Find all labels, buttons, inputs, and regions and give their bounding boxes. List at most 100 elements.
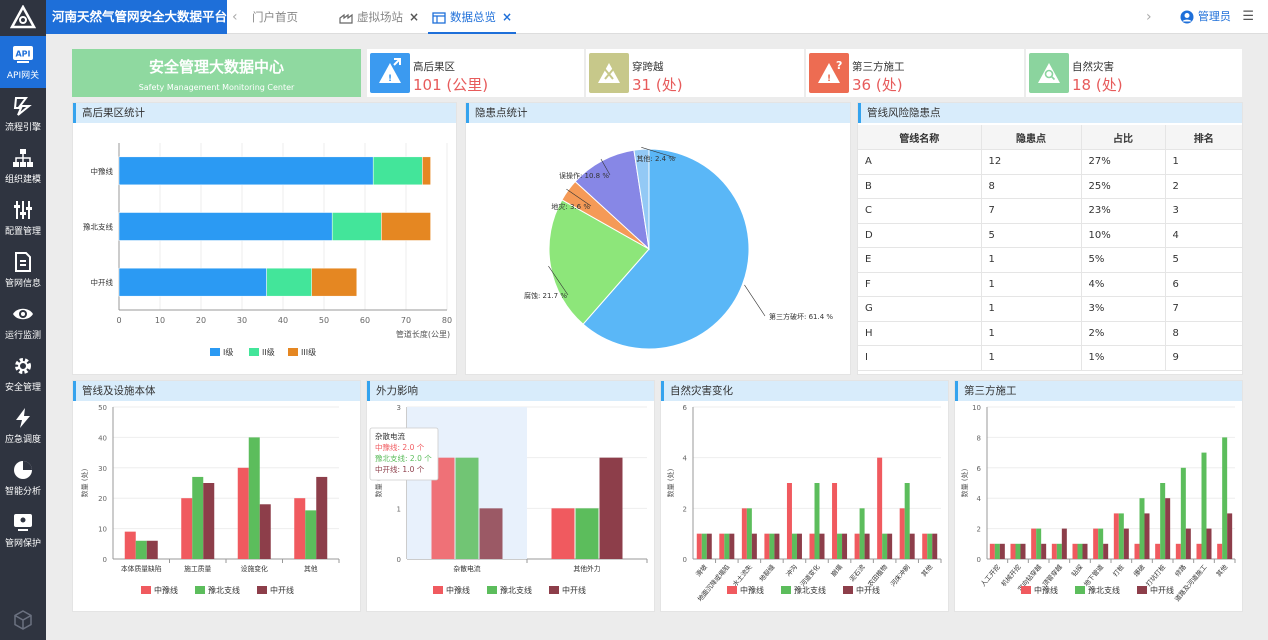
legend-swatch [433,586,443,594]
y-tick-label: 6 [683,404,688,412]
x-tick-label: 施工质量 [184,564,211,573]
pie-slice [582,148,750,350]
table-row: A 12 27% 1 [858,149,1242,175]
x-tick-label: 钻探 [1069,562,1085,578]
table-cell: 3% [1080,296,1165,322]
tab-data-overview[interactable]: 数据总览 × [428,0,517,34]
top-bar: 河南天然气管网安全大数据平台 ‹ 门户首页 虚拟场站 × 数据总览 × › 管理员 … [46,0,1268,34]
table-row: F 1 4% 6 [858,272,1242,297]
bar [837,533,843,559]
close-icon[interactable]: × [502,10,513,24]
bar [809,533,815,559]
svg-text:?: ? [836,59,842,72]
pie-leader-line [600,158,611,176]
sidebar-item-network[interactable]: 管网信息 [0,244,46,296]
table-cell: F [858,272,981,297]
stat-card-nature[interactable]: 自然灾害 18 (处) [1026,49,1242,97]
y-tick-label: 10 [972,404,981,412]
close-icon[interactable]: × [409,10,420,24]
y-axis-label: 数量 (处) [666,468,675,497]
bar [989,543,995,559]
table-cell: 23% [1080,198,1165,224]
table-cell: 1 [980,321,1081,346]
hamburger-menu-icon[interactable]: ☰ [1242,9,1254,24]
tooltip-title: 杂散电流 [375,431,405,441]
table-row: D 5 10% 4 [858,223,1242,248]
bar [124,531,136,559]
sidebar-item-safety[interactable]: 安全管理 [0,348,46,400]
bar [814,483,820,559]
bar [899,508,905,559]
tooltip-box [369,427,439,481]
factory-icon [339,13,353,24]
tab-scroll-left[interactable]: ‹ [232,9,238,25]
sidebar-item-emergency[interactable]: 应急调度 [0,400,46,452]
tab-scroll-right[interactable]: › [1146,9,1152,25]
x-tick-label: 打坑打桩 [1144,562,1168,588]
legend-label: 中豫线 [740,585,764,595]
table-cell: G [858,296,981,322]
panel-title: 管线风险隐患点 [858,103,1242,123]
stat-card-third-party[interactable]: ?! 第三方施工 36 (处) [806,49,1024,97]
table-row: G 1 3% 7 [858,296,1242,322]
sidebar-item-flow[interactable]: 流程引擎 [0,88,46,140]
table-cell: C [858,198,981,224]
legend-label: 中开线 [270,585,294,595]
sliders-icon [14,201,32,219]
sidebar-item-config[interactable]: 配置管理 [0,192,46,244]
bar [1051,543,1057,559]
bar [1041,543,1047,559]
bar [724,533,730,559]
tab-home[interactable]: 门户首页 [252,0,298,34]
bar [1061,528,1067,559]
bar [146,540,158,559]
sidebar-item-protect[interactable]: 管网保护 [0,504,46,556]
app-logo [0,0,46,36]
user-menu[interactable]: 管理员 ☰ [1180,0,1254,34]
legend-label: 豫北支线 [1088,585,1120,595]
stat-card-crossing[interactable]: 穿跨越 31 (处) [586,49,804,97]
category-label: 豫北支线 [83,222,113,232]
user-name: 管理员 [1197,10,1231,23]
bar [764,533,770,559]
category-label: 中开线 [91,277,114,287]
x-tick-label: 地下管道 [1082,562,1106,588]
sidebar-item-org[interactable]: 组织建模 [0,140,46,192]
pie-leader-line [548,265,569,296]
table-cell: 1% [1080,345,1165,371]
stat-card-hca[interactable]: ! 高后果区 101 (公里) [367,49,584,97]
bar [1031,528,1037,559]
cube-icon[interactable] [0,609,46,634]
x-tick-label: 爆破 [1131,562,1147,578]
stat-value: 18 (处) [1072,76,1123,94]
table-cell: 5% [1080,247,1165,273]
y-tick-label: 2 [977,526,981,534]
panel-risk: 管线风险隐患点 管线名称 隐患点 占比 排名 A 12 27% 1 B 8 25% 2 C 7 23% 3 D… [857,102,1243,375]
bar [479,508,503,559]
bar [701,533,707,559]
legend-swatch [1021,586,1031,594]
bar-segment [311,267,358,297]
bar [1036,528,1042,559]
sidebar-item-monitor[interactable]: 运行监测 [0,296,46,348]
sidebar-item-analysis[interactable]: 智能分析 [0,452,46,504]
bar [877,457,883,559]
logo-icon [10,5,36,29]
sidebar-item-api[interactable]: API API网关 [0,36,46,88]
x-tick-label: 30 [237,316,247,325]
bar [696,533,702,559]
tab-virtual-station[interactable]: 虚拟场站 × [339,0,419,34]
svg-text:!: ! [388,74,392,84]
bar [751,533,757,559]
table-cell: I [858,345,981,371]
bar [1082,543,1088,559]
bar [741,508,747,559]
table-cell: 4% [1080,272,1165,297]
bar [994,543,1000,559]
legend-swatch [727,586,737,594]
x-tick-label: 40 [278,316,288,325]
org-chart-icon [13,149,33,167]
pie-label: 第三方破坏: 61.4 % [769,312,833,321]
